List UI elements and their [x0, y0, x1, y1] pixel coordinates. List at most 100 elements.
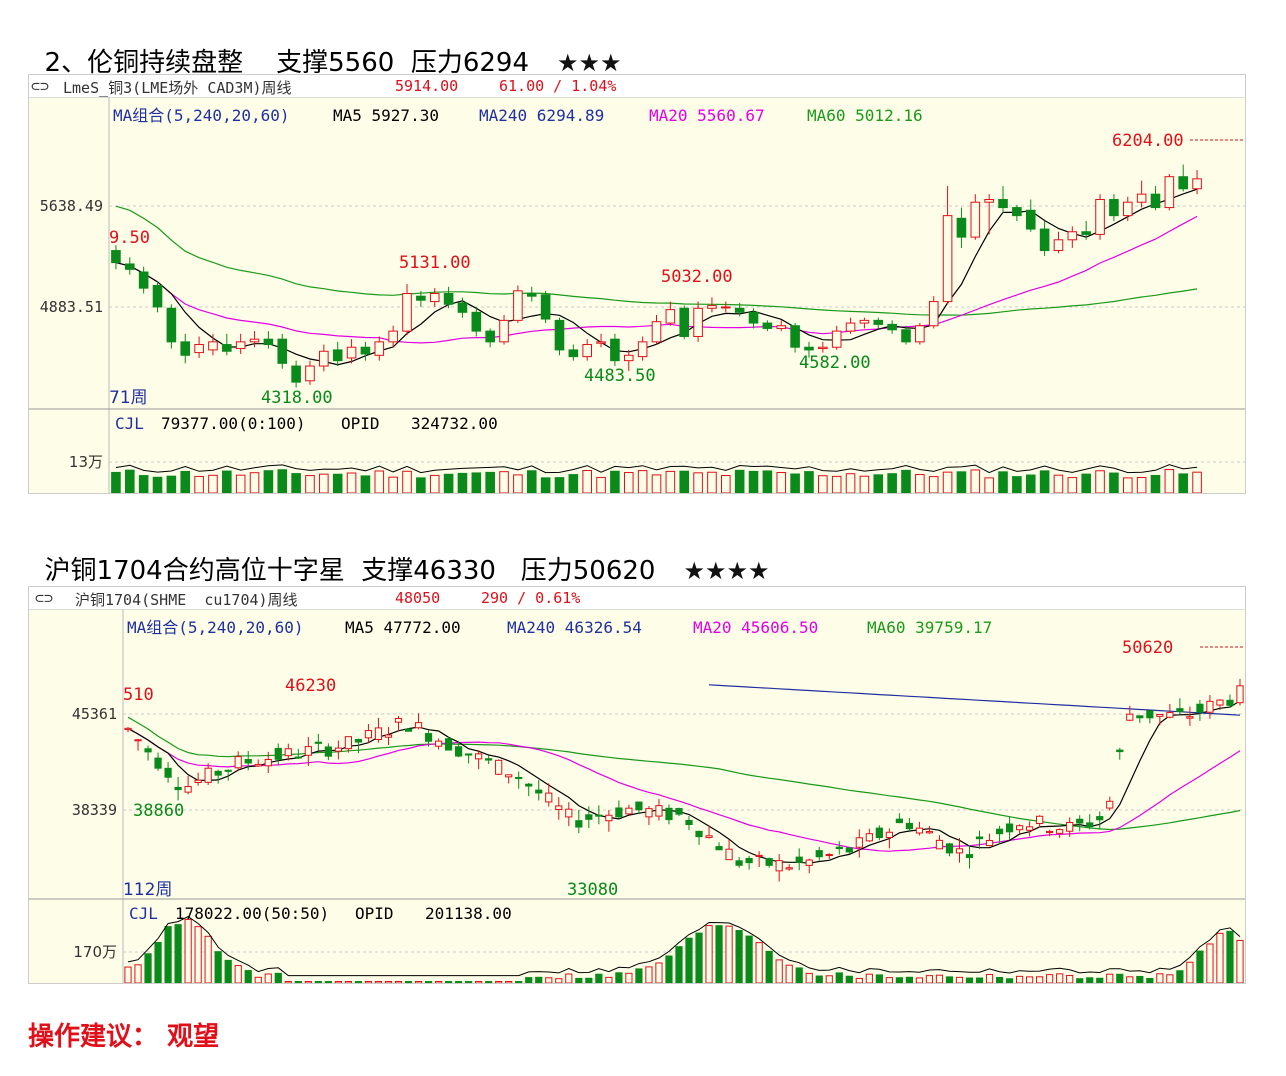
volume-bar	[582, 470, 592, 493]
volume-bar	[222, 470, 232, 493]
candle-down	[1178, 176, 1189, 190]
candle-up	[1206, 700, 1214, 713]
volume-bar	[715, 925, 723, 983]
candle-down	[324, 746, 332, 757]
candle-down	[905, 822, 914, 830]
period-count-label: 71周	[109, 388, 148, 408]
candle-up	[865, 833, 873, 842]
volume-bar	[775, 959, 783, 983]
chart-topbar: ⊂⊃ LmeS_铜3(LME场外 CAD3M)周线 5914.00 61.00 …	[29, 75, 1245, 98]
candle-down	[554, 319, 565, 351]
shfe-copper-candlestick-chart[interactable]: 45361 38339 MA组合(5,240,20,60) MA5 47772.00 M…	[29, 587, 1245, 983]
volume-bar	[1136, 975, 1144, 983]
volume-bar	[1226, 930, 1234, 983]
volume-bar	[244, 970, 252, 983]
candle-down	[485, 330, 495, 343]
price-annotation: 50620	[1122, 638, 1173, 658]
volume-bar	[304, 981, 312, 983]
volume-bar	[795, 967, 803, 983]
period-count-label: 112周	[123, 880, 172, 900]
link-icon[interactable]: ⊂⊃	[31, 77, 50, 95]
candle-down	[294, 756, 302, 759]
volume-bar	[334, 981, 342, 983]
candle-up	[1015, 825, 1024, 831]
candle-up	[434, 740, 443, 747]
lme-copper-candlestick-chart[interactable]: 5638.49 4883.51 MA组合(5,240,20,60) MA5 5927.…	[29, 75, 1245, 493]
volume-value: 79377.00(0:100)	[161, 414, 306, 433]
volume-bar	[790, 473, 800, 493]
volume-bar	[985, 973, 994, 983]
volume-bar	[831, 475, 842, 493]
candle-up	[414, 722, 423, 729]
candle-down	[263, 338, 274, 346]
candle-down	[695, 830, 703, 838]
link-icon[interactable]: ⊂⊃	[35, 589, 54, 607]
candle-up	[1136, 193, 1147, 203]
volume-bar	[845, 975, 853, 983]
volume-bar	[995, 976, 1004, 983]
volume-bar	[885, 977, 893, 983]
volume-bar	[1025, 474, 1036, 493]
volume-bar	[655, 962, 663, 983]
candle-down	[360, 346, 371, 355]
volume-bar	[374, 981, 383, 983]
volume-bar	[615, 972, 623, 983]
candle-up	[545, 792, 553, 803]
price-annotation: 5131.00	[399, 253, 471, 273]
volume-bar	[623, 472, 634, 493]
volume-bar	[1206, 943, 1214, 983]
candle-up	[582, 344, 592, 358]
candle-down	[1012, 207, 1022, 217]
last-price: 5914.00	[395, 77, 459, 95]
volume-bar	[815, 975, 823, 983]
volume-bar	[505, 981, 513, 983]
candle-down	[525, 783, 533, 787]
y-tick-label: 45361	[72, 705, 117, 723]
volume-bar	[695, 932, 703, 983]
candle-up	[1056, 829, 1064, 834]
candle-down	[762, 322, 773, 329]
ma5-line	[127, 700, 1241, 864]
volume-bar	[855, 977, 863, 983]
volume-bar	[705, 925, 713, 983]
volume-bar	[785, 964, 793, 983]
candle-up	[495, 759, 503, 775]
candle-up	[1236, 685, 1244, 704]
candle-down	[1196, 703, 1204, 713]
candle-up	[555, 805, 563, 810]
candle-down	[945, 843, 954, 854]
candle-down	[1116, 749, 1124, 753]
volume-bar	[457, 472, 468, 493]
shfe-copper-chart-panel: ⊂⊃ 沪铜1704(SHME cu1704)周线 48050 290 / 0.6…	[28, 586, 1246, 984]
candle-down	[144, 748, 152, 753]
volume-bar	[873, 474, 884, 493]
volume-bar	[434, 981, 443, 983]
candle-down	[575, 820, 583, 828]
candle-up	[1166, 712, 1174, 718]
candle-up	[374, 727, 383, 740]
volume-bar	[180, 470, 191, 493]
volume-bar	[1086, 977, 1094, 983]
volume-bar	[1046, 974, 1054, 983]
candle-down	[291, 365, 301, 383]
volume-bar	[254, 976, 262, 983]
candle-down	[685, 819, 693, 825]
candle-up	[845, 322, 856, 332]
volume-bar	[1146, 977, 1154, 983]
volume-bar	[416, 477, 426, 493]
candle-up	[831, 330, 842, 348]
candle-up	[625, 807, 633, 815]
candle-up	[304, 746, 312, 756]
volume-bar	[174, 924, 182, 983]
volume-bar	[745, 935, 753, 983]
volume-bar	[555, 978, 563, 983]
volume-bar	[526, 470, 537, 493]
volume-bar	[360, 475, 371, 493]
volume-bar	[1012, 476, 1022, 493]
candle-down	[873, 319, 884, 325]
candle-up	[693, 307, 703, 337]
volume-bar	[665, 955, 673, 983]
volume-bar	[134, 964, 142, 983]
volume-bar	[887, 473, 897, 493]
volume-bar	[1150, 474, 1161, 493]
